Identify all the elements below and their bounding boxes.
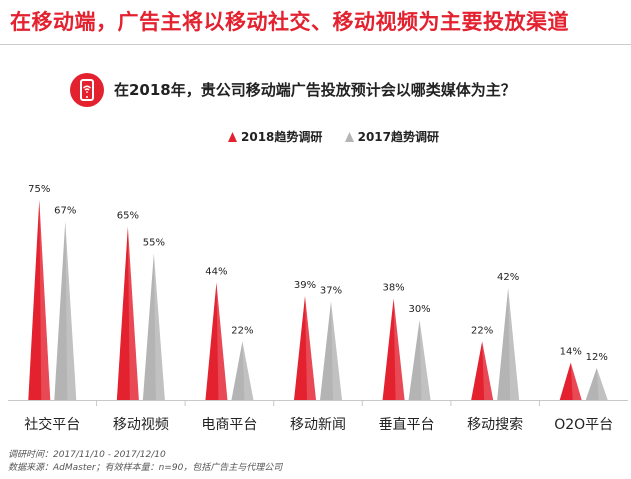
bar-2017-highlight xyxy=(508,288,520,400)
data-label-2018: 44% xyxy=(205,267,227,278)
bar-2018-highlight xyxy=(393,298,405,400)
legend-marker-2018 xyxy=(228,131,237,142)
bar-2018-highlight xyxy=(39,200,51,400)
bar-2018 xyxy=(116,226,139,400)
data-label-2018: 75% xyxy=(28,184,50,195)
bar-2018 xyxy=(471,341,494,400)
bar-2018 xyxy=(382,298,405,400)
survey-question: 在2018年，贵公司移动端广告投放预计会以哪类媒体为主？ xyxy=(114,81,516,99)
bar-2017 xyxy=(142,253,165,400)
data-label-2017: 22% xyxy=(231,325,253,336)
bar-2018-highlight xyxy=(216,282,228,400)
legend-marker-2017 xyxy=(344,131,354,142)
data-label-2017: 67% xyxy=(54,205,76,216)
bar-2017-highlight xyxy=(242,341,254,400)
bar-2018 xyxy=(294,296,316,400)
category-label: 移动搜索 xyxy=(467,416,523,433)
legend-label-2018: 2018趋势调研 xyxy=(241,130,323,144)
category-label: 移动新闻 xyxy=(290,417,346,433)
title-divider xyxy=(0,44,631,45)
bar-2017 xyxy=(231,341,254,400)
bar-2017 xyxy=(54,221,77,400)
bar-2017-highlight xyxy=(419,320,431,400)
data-label-2017: 12% xyxy=(586,352,608,363)
bar-2018-highlight xyxy=(482,341,494,400)
legend-item-2018: 2018趋势调研 xyxy=(228,128,322,145)
legend: 2018趋势调研 2017趋势调研 xyxy=(228,128,457,145)
category-label: 电商平台 xyxy=(201,417,257,433)
category-label: 社交平台 xyxy=(24,416,80,433)
footnote-survey-time: 调研时间：2017/11/10 - 2017/12/10 xyxy=(8,450,166,460)
data-label-2018: 22% xyxy=(471,325,493,336)
data-label-2017: 55% xyxy=(143,237,165,248)
mobile-phone-wifi-icon xyxy=(70,73,104,107)
bar-2017 xyxy=(585,368,608,400)
footnote-source: 数据来源：AdMaster；有效样本量：n=90，包括广告主与代理公司 xyxy=(8,463,283,473)
legend-item-2017: 2017趋势调研 xyxy=(344,128,439,145)
bar-2017 xyxy=(320,301,342,400)
category-label: 移动视频 xyxy=(113,417,169,433)
category-label: 垂直平台 xyxy=(379,416,435,433)
data-label-2018: 65% xyxy=(117,211,139,222)
headline: 在移动端，广告主将以移动社交、移动视频为主要投放渠道 xyxy=(10,10,569,34)
bar-2018 xyxy=(28,200,51,400)
bar-2018-highlight xyxy=(127,226,139,400)
bar-2017-highlight xyxy=(65,221,77,400)
bar-2017 xyxy=(497,288,520,400)
bar-2017-highlight xyxy=(596,368,608,400)
data-label-2018: 39% xyxy=(294,280,316,291)
data-label-2017: 42% xyxy=(497,272,519,283)
data-label-2018: 38% xyxy=(382,283,404,294)
data-label-2017: 37% xyxy=(320,285,342,296)
bar-2017 xyxy=(408,320,431,400)
data-label-2018: 14% xyxy=(560,347,582,358)
legend-label-2017: 2017趋势调研 xyxy=(357,130,439,144)
bar-2017-highlight xyxy=(153,253,165,400)
bar-2017-highlight xyxy=(331,301,342,400)
bar-2018 xyxy=(559,362,582,400)
bar-2018-highlight xyxy=(305,296,316,400)
category-label: O2O平台 xyxy=(554,417,613,433)
bar-2018-highlight xyxy=(570,362,582,400)
bar-2018 xyxy=(205,282,228,400)
data-label-2017: 30% xyxy=(408,304,430,315)
